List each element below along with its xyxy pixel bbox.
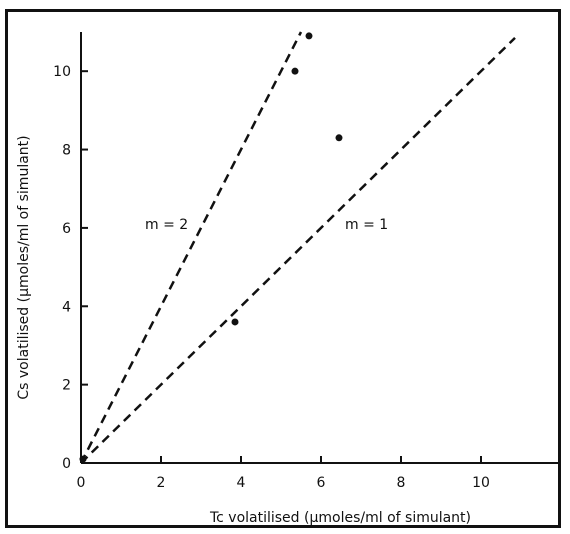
y-tick-label: 8 [62,143,71,159]
y-tick-label: 4 [62,299,71,315]
line-label: m = 2 [145,217,188,233]
x-tick-label: 2 [157,475,166,491]
x-axis-title: Tc volatilised (μmoles/ml of simulant) [209,510,471,526]
x-tick-label: 10 [472,475,490,491]
y-tick-label: 2 [62,378,71,394]
data-point [291,67,299,75]
y-tick-label: 0 [62,456,71,472]
data-points [79,32,343,463]
reference-line-m1 [80,36,516,464]
x-tick-label: 0 [77,475,86,491]
x-ticks: 0 2 4 6 8 10 [77,456,490,491]
data-point [335,134,343,142]
x-tick-label: 4 [237,475,246,491]
x-tick-label: 6 [317,475,326,491]
data-point [231,318,239,326]
line-label: m = 1 [345,217,388,233]
reference-lines [79,31,516,464]
data-point [305,32,313,40]
axes [80,32,561,464]
y-ticks: 0 2 4 6 8 10 [53,64,88,472]
annotations: m = 2 m = 1 [145,217,388,233]
figure-frame [5,9,561,528]
x-tick-label: 8 [397,475,406,491]
data-point [79,455,87,463]
y-tick-label: 6 [62,221,71,237]
y-axis-title: Cs volatilised (μmoles/ml of simulant) [16,135,32,399]
y-tick-label: 10 [53,64,71,80]
reference-line-m2 [79,31,303,464]
